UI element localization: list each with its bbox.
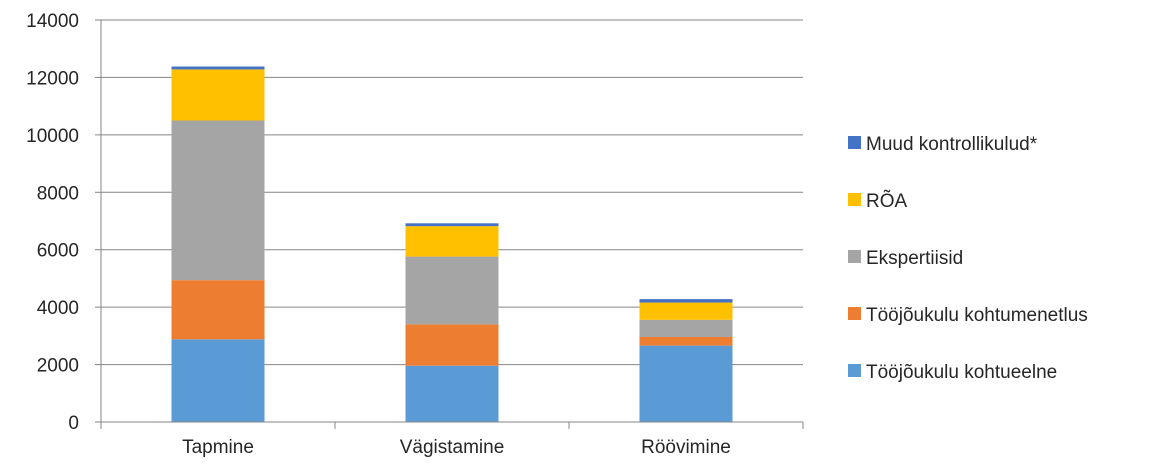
legend-swatch	[848, 250, 861, 263]
legend-label: Ekspertiisid	[866, 248, 963, 269]
bar-segment-tapmine-2	[171, 280, 265, 340]
bar-segment-tapmine-5	[171, 66, 265, 70]
legend: Muud kontrollikulud* RÕA Ekspertiisid Tööjõ…	[848, 134, 1088, 383]
legend-swatch	[848, 193, 861, 206]
bar-segment-tapmine-1	[171, 339, 265, 422]
legend-item: Tööjõukulu kohtumenetlus	[848, 305, 1088, 326]
x-axis-tick-labels: Tapmine Vägistamine Röövimine	[182, 437, 731, 458]
x-tick-label: Röövimine	[641, 437, 731, 458]
bars	[171, 66, 733, 422]
y-tick-label: 6000	[37, 241, 79, 262]
y-tick-label: 8000	[37, 183, 79, 204]
legend-item: Ekspertiisid	[848, 248, 963, 269]
bar-segment-vägistamine-5	[405, 223, 499, 227]
y-tick-label: 0	[68, 413, 79, 434]
legend-swatch	[848, 364, 861, 377]
bar-segment-röövimine-2	[639, 337, 733, 346]
legend-swatch	[848, 136, 861, 149]
legend-item: RÕA	[848, 190, 908, 212]
y-tick-label: 10000	[26, 126, 79, 147]
legend-item: Muud kontrollikulud*	[848, 134, 1038, 155]
y-tick-label: 12000	[26, 68, 79, 89]
axes	[100, 20, 804, 429]
x-tick-label: Tapmine	[182, 437, 254, 458]
bar-segment-röövimine-3	[639, 319, 733, 338]
bar-segment-vägistamine-2	[405, 324, 499, 366]
bar-segment-röövimine-4	[639, 302, 733, 320]
legend-label: Muud kontrollikulud*	[866, 134, 1038, 155]
bar-segment-tapmine-3	[171, 120, 265, 281]
y-tick-label: 2000	[37, 356, 79, 377]
bar-segment-röövimine-1	[639, 345, 733, 422]
legend-label: RÕA	[866, 190, 908, 212]
bar-segment-vägistamine-3	[405, 256, 499, 325]
legend-label: Tööjõukulu kohtumenetlus	[866, 305, 1088, 326]
legend-swatch	[848, 307, 861, 320]
y-axis-tick-labels: 0 2000 4000 6000 8000 10000 12000 14000	[26, 11, 101, 434]
x-tick-label: Vägistamine	[400, 437, 505, 458]
bar-segment-vägistamine-1	[405, 365, 499, 422]
bar-segment-vägistamine-4	[405, 226, 499, 257]
legend-item: Tööjõukulu kohtueelne	[848, 362, 1057, 383]
bar-segment-tapmine-4	[171, 69, 265, 121]
y-tick-label: 4000	[37, 298, 79, 319]
bar-segment-röövimine-5	[639, 299, 733, 303]
y-tick-label: 14000	[26, 11, 79, 32]
legend-label: Tööjõukulu kohtueelne	[866, 362, 1057, 383]
